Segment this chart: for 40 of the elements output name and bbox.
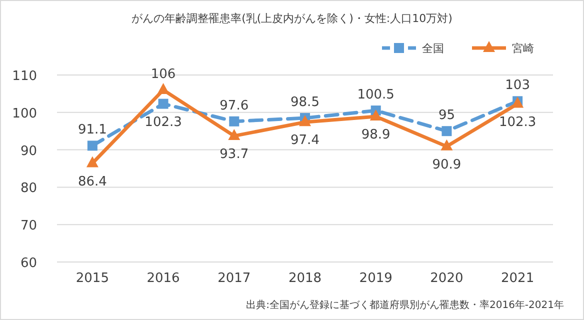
ytick: 100 <box>12 106 37 122</box>
xtick: 2019 <box>359 271 392 286</box>
point <box>86 156 98 168</box>
ytick: 110 <box>12 69 37 84</box>
data-label: 100.5 <box>357 88 394 103</box>
ytick: 90 <box>20 144 37 159</box>
data-label: 106 <box>150 66 176 82</box>
data-label: 103 <box>505 78 530 94</box>
data-label: 90.9 <box>432 157 462 172</box>
data-label: 93.7 <box>220 146 249 162</box>
legend: 宮崎 <box>512 42 534 55</box>
point <box>228 128 240 140</box>
data-label: 97.4 <box>290 133 320 148</box>
data-label: 102.3 <box>144 114 182 130</box>
data-label: 102.3 <box>498 114 536 130</box>
point <box>442 126 452 136</box>
data-label: 95 <box>438 108 455 124</box>
data-label: 97.6 <box>220 98 249 114</box>
data-label: 91.1 <box>78 122 107 138</box>
point <box>87 140 98 151</box>
xtick: 2021 <box>501 271 534 286</box>
annotation: 出典:全国がん登録に基づく都道府県別がん罹患数・率2016年-2021年 <box>246 300 564 311</box>
ytick: 70 <box>20 218 37 234</box>
data-label: 86.4 <box>78 174 107 190</box>
point <box>299 115 311 126</box>
ytick: 80 <box>20 181 37 196</box>
point <box>440 139 453 150</box>
legend: 全国 <box>422 42 444 55</box>
xtick: 2018 <box>288 271 322 286</box>
xtick: 2020 <box>430 271 464 286</box>
point <box>158 98 168 109</box>
ytick: 60 <box>20 256 37 271</box>
xtick: 2017 <box>218 271 251 286</box>
xtick: 2015 <box>76 271 109 286</box>
title: がんの年齢調整罹患率(乳(上皮内がんを除く)・女性:人口10万対) <box>132 12 452 25</box>
data-label: 98.9 <box>361 128 390 143</box>
point <box>229 116 240 126</box>
xtick: 2016 <box>146 271 180 286</box>
point <box>370 110 382 121</box>
data-label: 98.5 <box>290 95 320 110</box>
